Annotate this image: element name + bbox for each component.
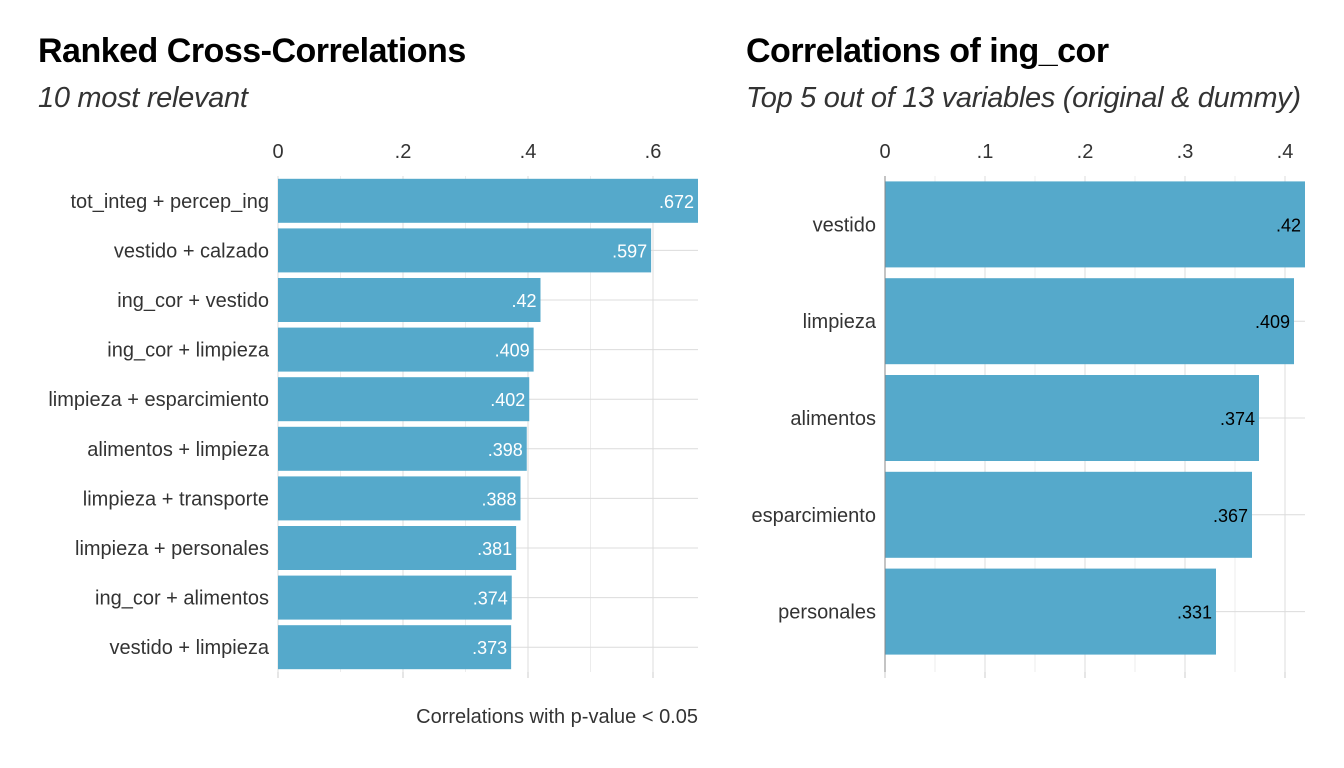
left-bar-value-label: .409	[495, 341, 530, 361]
right-bar-value-label: .42	[1276, 215, 1301, 235]
left-category-label: limpieza + personales	[75, 538, 269, 560]
right-category-label: esparcimiento	[751, 505, 876, 527]
left-bar-value-label: .402	[490, 390, 525, 410]
right-category-label: personales	[778, 602, 876, 624]
left-bar	[278, 426, 527, 471]
left-bar	[278, 377, 530, 422]
left-bar	[278, 278, 541, 322]
left-x-tick-label: .6	[645, 141, 662, 163]
left-bar-value-label: .672	[659, 192, 694, 212]
right-bar-value-label: .409	[1255, 312, 1290, 332]
left-bar-value-label: .597	[612, 241, 647, 261]
right-bar	[885, 375, 1259, 461]
left-bar-value-label: .398	[488, 440, 523, 460]
left-bar	[278, 476, 521, 521]
left-chart-title: Ranked Cross-Correlations	[38, 32, 466, 70]
left-category-label: limpieza + transporte	[83, 488, 269, 510]
left-bar	[278, 526, 517, 570]
right-bar	[885, 181, 1305, 268]
left-category-label: vestido + calzado	[114, 240, 269, 262]
right-x-tick-label: .4	[1277, 141, 1294, 163]
left-bar	[278, 327, 534, 372]
left-bar-value-label: .381	[477, 539, 512, 559]
left-category-label: vestido + limpieza	[109, 637, 269, 659]
left-bar	[278, 575, 512, 620]
left-category-label: ing_cor + alimentos	[95, 588, 269, 610]
left-x-tick-label: .4	[520, 141, 537, 163]
right-x-tick-label: .3	[1177, 141, 1194, 163]
left-category-label: ing_cor + limpieza	[107, 340, 270, 362]
left-bar-value-label: .388	[481, 489, 516, 509]
right-category-label: alimentos	[790, 408, 876, 430]
right-bar-value-label: .331	[1177, 603, 1212, 623]
left-category-label: alimentos + limpieza	[87, 439, 270, 461]
left-chart-caption: Correlations with p-value < 0.05	[416, 706, 698, 728]
right-x-tick-label: 0	[879, 141, 890, 163]
right-bar	[885, 278, 1294, 365]
left-category-label: tot_integ + percep_ing	[71, 191, 270, 213]
left-category-label: ing_cor + vestido	[117, 290, 269, 312]
left-chart-subtitle: 10 most relevant	[38, 82, 248, 114]
left-bar-value-label: .374	[473, 589, 508, 609]
left-bar	[278, 228, 652, 273]
right-bar	[885, 568, 1216, 655]
right-bar-value-label: .374	[1220, 409, 1255, 429]
right-x-tick-label: .2	[1077, 141, 1094, 163]
left-x-tick-label: 0	[272, 141, 283, 163]
right-chart-subtitle: Top 5 out of 13 variables (original & du…	[746, 82, 1301, 114]
right-chart-title: Correlations of ing_cor	[746, 32, 1109, 70]
right-bar-value-label: .367	[1213, 506, 1248, 526]
right-x-tick-label: .1	[977, 141, 994, 163]
right-category-label: limpieza	[803, 311, 877, 333]
right-category-label: vestido	[813, 214, 876, 236]
left-bar-value-label: .373	[472, 638, 507, 658]
left-bar-value-label: .42	[511, 291, 536, 311]
left-x-tick-label: .2	[395, 141, 412, 163]
left-bar	[278, 625, 512, 670]
left-category-label: limpieza + esparcimiento	[48, 389, 269, 411]
right-bar	[885, 471, 1252, 558]
left-bar	[278, 178, 698, 223]
